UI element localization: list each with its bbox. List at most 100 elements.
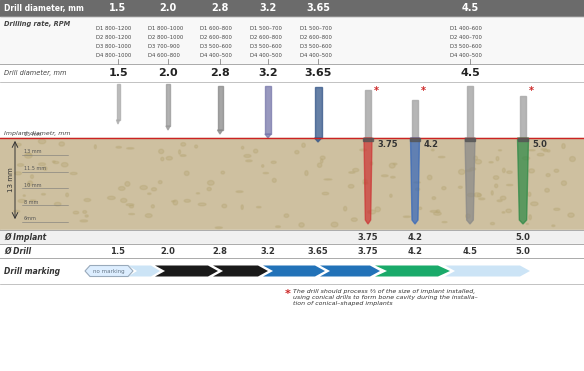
Ellipse shape bbox=[185, 171, 189, 175]
Ellipse shape bbox=[390, 194, 392, 197]
Ellipse shape bbox=[363, 182, 368, 184]
Ellipse shape bbox=[569, 157, 575, 161]
Ellipse shape bbox=[321, 159, 323, 163]
Text: 1.5: 1.5 bbox=[108, 68, 128, 78]
Text: D2 600–800: D2 600–800 bbox=[300, 35, 332, 40]
Ellipse shape bbox=[27, 183, 30, 185]
Ellipse shape bbox=[119, 187, 125, 190]
Text: Implant diamеtr, mm: Implant diamеtr, mm bbox=[4, 131, 71, 136]
Bar bbox=[410, 138, 420, 141]
Ellipse shape bbox=[427, 175, 432, 180]
Text: Drill diameter, mm: Drill diameter, mm bbox=[4, 3, 84, 13]
Text: D1 500–700: D1 500–700 bbox=[250, 26, 282, 31]
Ellipse shape bbox=[465, 214, 470, 218]
Polygon shape bbox=[315, 138, 322, 142]
Ellipse shape bbox=[320, 156, 325, 160]
Ellipse shape bbox=[18, 164, 23, 166]
Ellipse shape bbox=[180, 155, 186, 157]
Text: 3.75: 3.75 bbox=[377, 140, 398, 149]
Ellipse shape bbox=[140, 186, 147, 190]
Ellipse shape bbox=[331, 222, 338, 227]
Text: 5.0: 5.0 bbox=[516, 233, 530, 242]
Ellipse shape bbox=[493, 176, 499, 180]
Ellipse shape bbox=[370, 162, 373, 165]
Text: 3.65: 3.65 bbox=[304, 68, 332, 78]
Ellipse shape bbox=[523, 157, 530, 160]
Ellipse shape bbox=[537, 153, 544, 156]
Ellipse shape bbox=[529, 169, 534, 173]
Ellipse shape bbox=[393, 163, 397, 165]
Text: 4.2: 4.2 bbox=[424, 140, 439, 149]
Text: 1.5: 1.5 bbox=[110, 246, 126, 256]
Ellipse shape bbox=[369, 210, 376, 214]
Ellipse shape bbox=[477, 194, 481, 197]
Ellipse shape bbox=[70, 173, 77, 175]
Ellipse shape bbox=[474, 193, 481, 197]
Ellipse shape bbox=[194, 145, 197, 148]
Ellipse shape bbox=[322, 192, 329, 195]
Ellipse shape bbox=[18, 199, 26, 203]
Polygon shape bbox=[128, 266, 160, 276]
Bar bbox=[166, 84, 170, 126]
Ellipse shape bbox=[500, 196, 506, 200]
Text: 4.5: 4.5 bbox=[463, 246, 478, 256]
Ellipse shape bbox=[414, 182, 420, 183]
Text: D1 600–800: D1 600–800 bbox=[200, 26, 232, 31]
Ellipse shape bbox=[554, 208, 560, 210]
Ellipse shape bbox=[159, 149, 164, 154]
Text: 3.2: 3.2 bbox=[260, 246, 276, 256]
Bar bbox=[0, 16, 584, 64]
Text: D3 500–600: D3 500–600 bbox=[450, 44, 482, 49]
Polygon shape bbox=[116, 120, 120, 124]
Ellipse shape bbox=[222, 204, 227, 208]
Ellipse shape bbox=[324, 179, 332, 180]
Bar bbox=[363, 138, 373, 141]
Ellipse shape bbox=[506, 209, 512, 213]
Bar bbox=[0, 244, 584, 258]
Ellipse shape bbox=[181, 142, 186, 146]
Ellipse shape bbox=[502, 212, 505, 213]
Ellipse shape bbox=[430, 210, 438, 212]
Ellipse shape bbox=[491, 191, 493, 195]
Text: 11.5 mm: 11.5 mm bbox=[24, 166, 46, 171]
Ellipse shape bbox=[458, 170, 465, 174]
Ellipse shape bbox=[199, 203, 206, 206]
Text: D1 500–700: D1 500–700 bbox=[300, 26, 332, 31]
Ellipse shape bbox=[83, 211, 86, 213]
Text: The drill should process ⅔ of the size of implant installed,
using conical drill: The drill should process ⅔ of the size o… bbox=[293, 289, 478, 306]
Ellipse shape bbox=[151, 188, 157, 191]
Ellipse shape bbox=[221, 171, 225, 174]
Text: 13 mm: 13 mm bbox=[24, 149, 41, 154]
Ellipse shape bbox=[53, 161, 59, 164]
Bar bbox=[412, 100, 418, 138]
Polygon shape bbox=[320, 266, 380, 276]
Text: 5.0: 5.0 bbox=[516, 246, 530, 256]
Text: *: * bbox=[421, 86, 426, 96]
Ellipse shape bbox=[568, 213, 574, 217]
Polygon shape bbox=[85, 266, 133, 276]
Bar bbox=[0, 258, 584, 284]
Text: D1 800–1200: D1 800–1200 bbox=[96, 26, 131, 31]
Text: 2.0: 2.0 bbox=[158, 68, 178, 78]
Ellipse shape bbox=[61, 162, 68, 167]
Ellipse shape bbox=[562, 144, 565, 148]
Polygon shape bbox=[166, 126, 170, 130]
Ellipse shape bbox=[458, 186, 463, 188]
Bar bbox=[365, 90, 371, 138]
Ellipse shape bbox=[244, 154, 251, 157]
Text: Ø Implant: Ø Implant bbox=[4, 232, 46, 242]
Bar bbox=[520, 96, 526, 138]
Text: no marking: no marking bbox=[93, 269, 125, 273]
Polygon shape bbox=[364, 138, 372, 224]
Ellipse shape bbox=[184, 200, 190, 202]
Ellipse shape bbox=[148, 193, 151, 194]
Polygon shape bbox=[411, 138, 419, 224]
Ellipse shape bbox=[529, 215, 531, 220]
Text: 6mm: 6mm bbox=[24, 217, 37, 221]
Ellipse shape bbox=[25, 153, 32, 158]
Text: D2 800–1200: D2 800–1200 bbox=[96, 35, 131, 40]
Ellipse shape bbox=[161, 157, 164, 161]
Ellipse shape bbox=[59, 142, 64, 146]
Ellipse shape bbox=[246, 160, 252, 162]
Bar bbox=[116, 84, 120, 120]
